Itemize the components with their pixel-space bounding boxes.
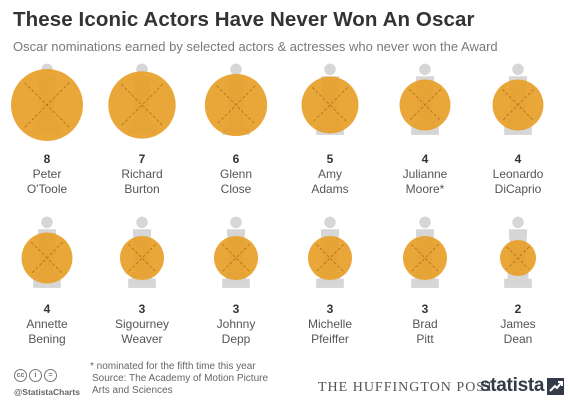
statista-mark-icon: [547, 377, 565, 395]
cross-line: [24, 82, 70, 128]
license-icons: cc i =: [14, 369, 57, 382]
value-label: 5: [327, 152, 334, 166]
value-label: 4: [422, 152, 429, 166]
value-label: 4: [515, 152, 522, 166]
value-label: 6: [233, 152, 240, 166]
publisher-logo: THE HUFFINGTON POST: [318, 380, 495, 395]
cross-line: [221, 243, 251, 273]
value-label: 7: [139, 152, 146, 166]
actor-name-label: Pfeiffer: [311, 332, 349, 346]
actor-name-label: Weaver: [121, 332, 162, 346]
cross-line: [506, 246, 530, 270]
cross-line: [312, 87, 348, 123]
actor-name-label: Peter: [33, 167, 62, 181]
cross-line: [221, 243, 251, 273]
cross-line: [501, 88, 535, 122]
statista-logo: statista: [480, 375, 565, 397]
value-label: 4: [44, 302, 51, 316]
actor-name-label: Amy: [318, 167, 342, 181]
actor-name-label: Bening: [28, 332, 65, 346]
value-label: 3: [327, 302, 334, 316]
nomination-circle: [402, 235, 448, 281]
footnote: * nominated for the fifth time this year: [90, 361, 256, 372]
chart-title: These Iconic Actors Have Never Won An Os…: [13, 8, 475, 31]
cross-line: [410, 243, 440, 273]
actor-name-label: Michelle: [308, 317, 352, 331]
nomination-circle: [119, 235, 165, 281]
actor-name-label: Julianne: [403, 167, 448, 181]
cross-line: [127, 243, 157, 273]
value-label: 3: [139, 302, 146, 316]
nomination-circle: [301, 76, 359, 134]
actor-name-label: Moore*: [406, 182, 445, 196]
cross-line: [315, 243, 345, 273]
nomination-circle: [108, 71, 176, 139]
actor-name-label: Pitt: [416, 332, 434, 346]
twitter-handle: @StatistaCharts: [14, 387, 80, 397]
cross-line: [408, 88, 442, 122]
value-label: 3: [233, 302, 240, 316]
actor-name-label: Annette: [26, 317, 68, 331]
actor-name-label: Adams: [311, 182, 348, 196]
actor-name-label: Leonardo: [493, 167, 544, 181]
actor-name-label: Richard: [121, 167, 162, 181]
statista-wordmark: statista: [480, 375, 545, 396]
actor-name-label: DiCaprio: [495, 182, 542, 196]
attribution-icon: i: [29, 369, 42, 382]
actor-name-label: Burton: [124, 182, 159, 196]
no-derivatives-icon: =: [44, 369, 57, 382]
actor-name-label: Johnny: [217, 317, 256, 331]
nomination-circle: [307, 235, 353, 281]
actor-name-label: Sigourney: [115, 317, 169, 331]
value-label: 2: [515, 302, 522, 316]
value-label: 8: [44, 152, 51, 166]
chart-subtitle: Oscar nominations earned by selected act…: [13, 39, 498, 54]
actor-name-label: James: [500, 317, 535, 331]
value-label: 3: [422, 302, 429, 316]
actor-name-label: O'Toole: [27, 182, 68, 196]
creative-commons-icon: cc: [14, 369, 27, 382]
cross-line: [312, 87, 348, 123]
actor-name-label: Depp: [222, 332, 251, 346]
cross-line: [127, 243, 157, 273]
actor-name-label: Glenn: [220, 167, 252, 181]
cross-line: [216, 85, 256, 125]
actor-name-label: Close: [221, 182, 252, 196]
cross-line: [410, 243, 440, 273]
actor-name-label: Dean: [504, 332, 533, 346]
cross-line: [30, 241, 64, 275]
cross-line: [315, 243, 345, 273]
source-note: Source: The Academy of Motion Picture Ar…: [92, 373, 269, 396]
nomination-circle: [213, 235, 259, 281]
actor-name-label: Brad: [412, 317, 437, 331]
